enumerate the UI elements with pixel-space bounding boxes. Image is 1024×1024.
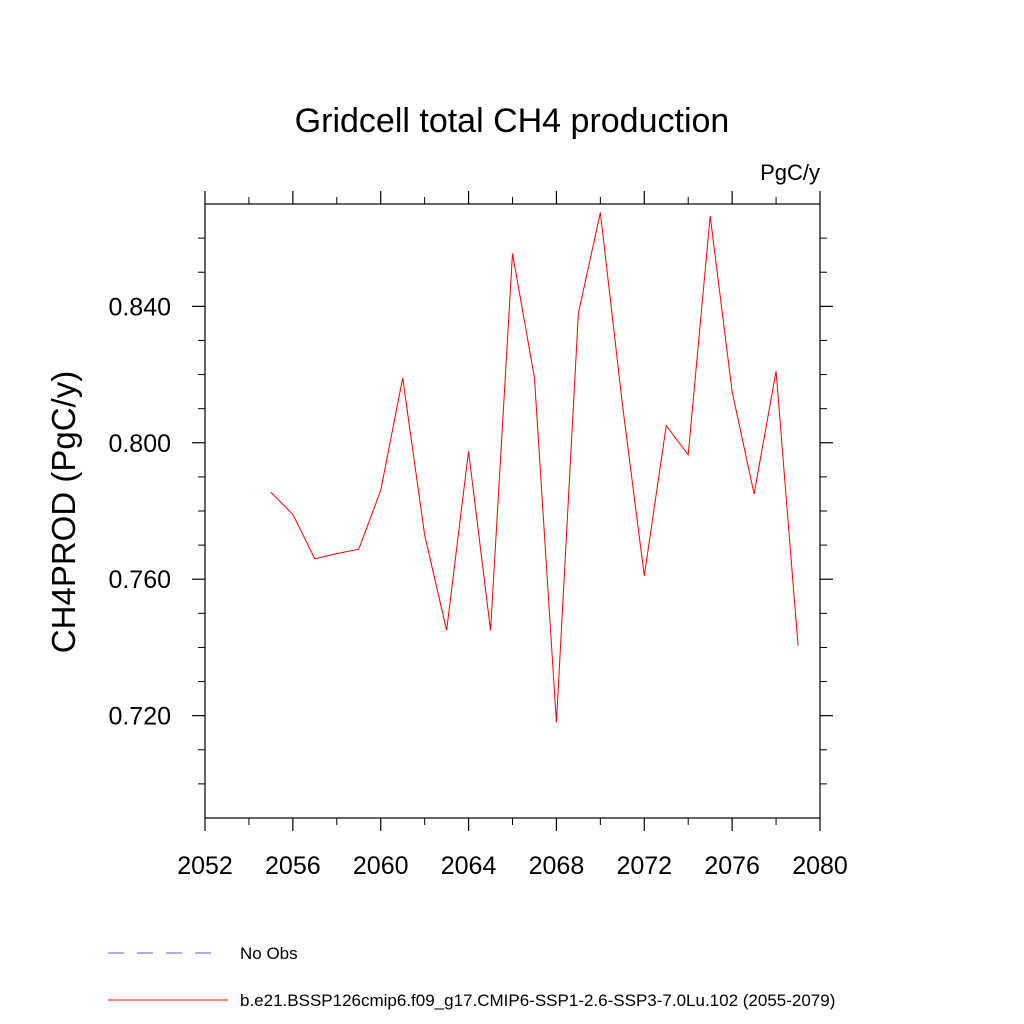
x-tick-label: 2056	[265, 852, 321, 880]
x-tick-label: 2076	[704, 852, 760, 880]
plot-frame	[204, 203, 821, 819]
legend-label-no-obs: No Obs	[240, 944, 298, 963]
axis-ticks	[192, 191, 833, 831]
x-tick-label: 2080	[792, 852, 848, 880]
x-tick-label: 2064	[441, 852, 497, 880]
y-tick-label: 0.840	[108, 293, 171, 321]
x-tick-label: 2052	[177, 852, 233, 880]
chart-title: Gridcell total CH4 production	[295, 102, 730, 140]
x-tick-label: 2060	[353, 852, 409, 880]
y-tick-label: 0.760	[108, 566, 171, 594]
y-tick-label: 0.720	[108, 703, 171, 731]
y-axis-label: CH4PROD (PgC/y)	[45, 371, 82, 653]
tick-labels: 2052 2056 2060 2064 2068 2072 2076 2080 0.720 0.7…	[108, 293, 847, 880]
series-layer	[270, 212, 799, 723]
y-tick-label: 0.800	[108, 430, 171, 458]
series-line-1	[270, 212, 799, 723]
x-tick-label: 2068	[529, 852, 585, 880]
x-tick-label: 2072	[616, 852, 672, 880]
legend: No Obs b.e21.BSSP126cmip6.f09_g17.CMIP6-…	[108, 944, 835, 1010]
units-label: PgC/y	[760, 160, 820, 185]
legend-label-model-run: b.e21.BSSP126cmip6.f09_g17.CMIP6-SSP1-2.…	[240, 991, 835, 1010]
